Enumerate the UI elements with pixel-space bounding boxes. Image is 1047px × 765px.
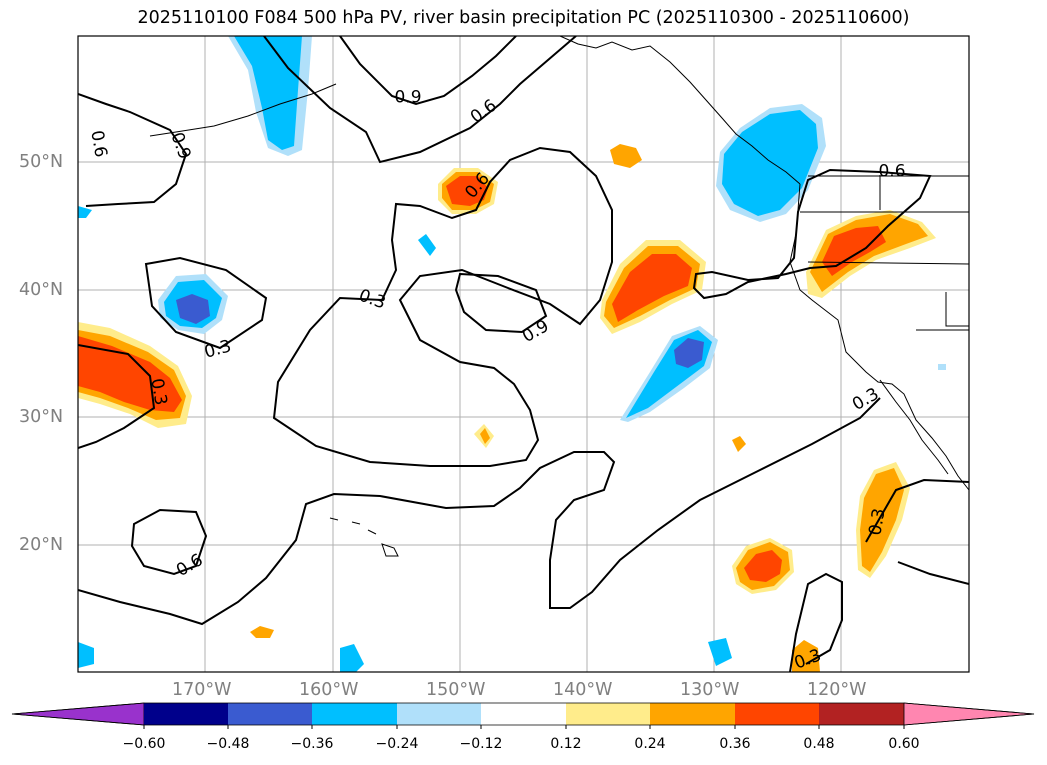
pos-area-central-north-core [446, 176, 488, 206]
contour-0.3-west [144, 256, 268, 350]
pos-area-west-subtropics-core [78, 336, 182, 412]
north-america-coast [789, 183, 969, 491]
contour-0.6-center [272, 146, 613, 467]
colorbar-tick-label: 0.60 [888, 736, 920, 752]
pos-area-mid-core [612, 254, 692, 322]
contour-label: 0.3 [865, 506, 890, 537]
colorbar-segment [312, 703, 397, 725]
coastlines [149, 36, 969, 557]
pos-area-california-core [822, 226, 886, 276]
lon-label-150w: 150°W [426, 680, 486, 700]
colorbar-tick-label: −0.60 [122, 736, 166, 752]
lon-label-160w: 160°W [299, 680, 359, 700]
map-frame [77, 35, 970, 673]
lat-label-20n: 20°N [19, 535, 64, 555]
colorbar-tick-label: −0.12 [459, 736, 503, 752]
neg-area-small-6 [938, 364, 946, 370]
neg-area-midocean-core [176, 294, 210, 324]
contour-0.6-north [263, 36, 577, 164]
contour-label: 0.6 [878, 161, 906, 182]
baja-coast [879, 379, 949, 475]
colorbar-tick-label: 0.36 [719, 736, 751, 752]
lon-label-170w: 170°W [172, 680, 232, 700]
hawaii [329, 517, 399, 557]
pos-area-small-3 [480, 428, 490, 444]
colorbar-tick-label: 0.24 [634, 736, 666, 752]
neg-area-small-3 [78, 642, 94, 668]
colorbar-ticks [143, 725, 905, 729]
contour-label: 0.9 [394, 87, 422, 108]
pos-area-small-1 [610, 144, 642, 168]
colorbar-segment [566, 703, 650, 725]
lat-label-30n: 30°N [19, 407, 64, 427]
colorbar-segment [735, 703, 819, 725]
colorbar-tick-label: −0.48 [206, 736, 250, 752]
colorbar-segment [650, 703, 735, 725]
colorbar [11, 702, 1035, 726]
contour-northwest [78, 93, 188, 207]
alaska-coast [559, 36, 801, 185]
colorbar-tick-label: 0.12 [550, 736, 582, 752]
lon-label-140w: 140°W [553, 680, 613, 700]
contour-0.6-pnw [692, 168, 932, 300]
pos-area-small-6 [792, 640, 820, 672]
lon-label-120w: 120°W [807, 680, 867, 700]
pos-area-california-mid [810, 214, 928, 292]
contour-0.9-center [454, 272, 548, 334]
lat-label-50n: 50°N [19, 152, 64, 172]
colorbar-extend-min [11, 702, 145, 726]
contour-0.3-southeast [865, 478, 969, 585]
pos-area-small-5 [732, 436, 746, 452]
colorbar-tick-label: 0.48 [803, 736, 835, 752]
contour-0.9-north [339, 36, 517, 106]
chart-title: 2025110100 F084 500 hPa PV, river basin … [137, 8, 910, 28]
contour-label: 0.3 [146, 376, 171, 407]
colorbar-segment [481, 703, 566, 725]
contour-label: 0.6 [86, 128, 111, 159]
colorbar-tick-label: −0.36 [290, 736, 334, 752]
lat-label-40n: 40°N [19, 280, 64, 300]
pv-contours [78, 36, 969, 672]
pos-area-small-4 [250, 626, 274, 638]
colorbar-tick-label: −0.24 [375, 736, 419, 752]
neg-area-small-5 [708, 638, 732, 666]
neg-area-pnw-core [722, 110, 818, 216]
positive-pc-areas [78, 144, 936, 672]
colorbar-extend-max [903, 702, 1035, 726]
contour-0.3-south [789, 572, 843, 672]
contour-0.3-southwest [78, 344, 156, 449]
aleutians [149, 83, 337, 137]
colorbar-segment [228, 703, 312, 725]
lon-label-130w: 130°W [680, 680, 740, 700]
pos-area-south-core [744, 550, 782, 582]
contour-0.6-southwest [78, 397, 881, 626]
neg-area-small-2 [78, 206, 92, 218]
neg-area-subtropical-core [674, 338, 704, 368]
colorbar-segment [397, 703, 481, 725]
state-borders [800, 175, 969, 331]
contour-0.6-small-loop [130, 508, 208, 576]
colorbar-segment [144, 703, 228, 725]
colorbar-segment [819, 703, 904, 725]
neg-area-small-1 [418, 234, 436, 256]
neg-area-small-4 [340, 644, 364, 672]
